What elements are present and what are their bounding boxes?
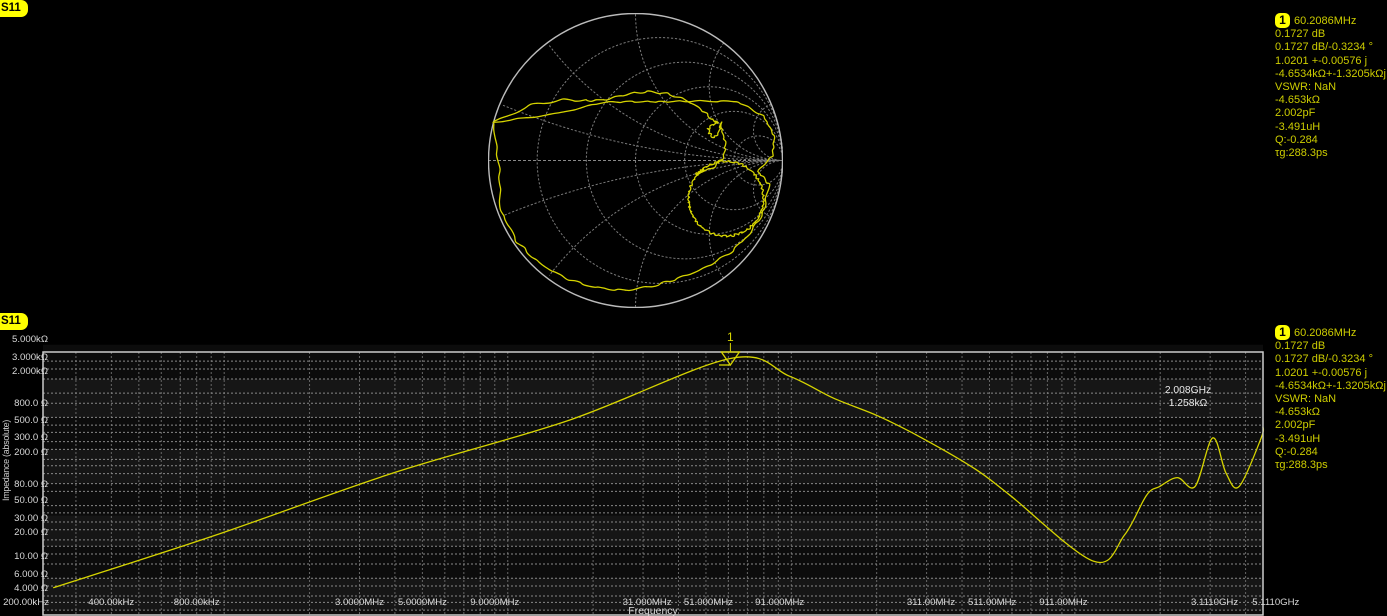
svg-text:1: 1: [727, 330, 734, 344]
